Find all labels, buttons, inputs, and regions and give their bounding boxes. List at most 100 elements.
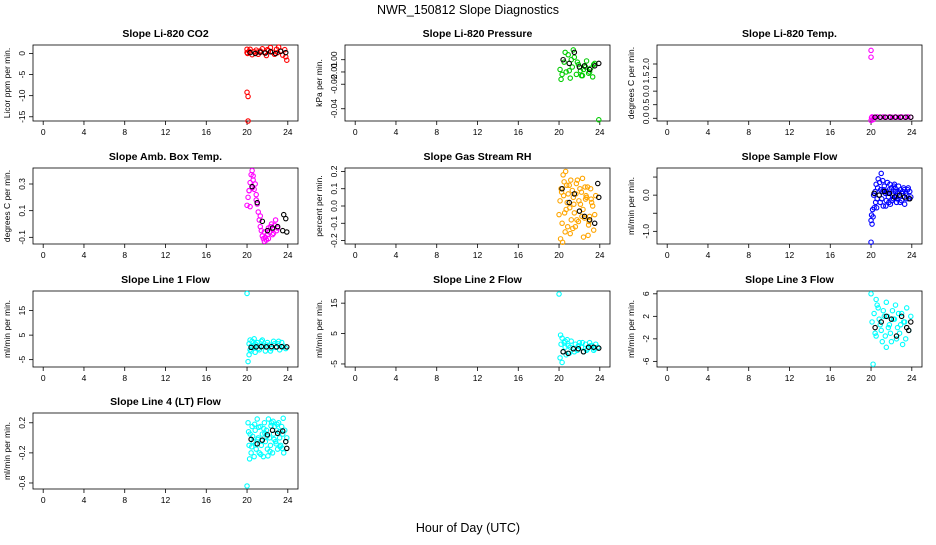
x-tick-label: 12 bbox=[785, 127, 795, 137]
data-point bbox=[873, 205, 880, 211]
x-tick-label: 24 bbox=[595, 127, 605, 137]
data-point bbox=[244, 202, 250, 209]
data-point bbox=[888, 338, 895, 345]
y-tick-label: 0.0 bbox=[329, 200, 339, 212]
data-point bbox=[586, 69, 593, 75]
series-reference bbox=[560, 49, 602, 73]
y-tick-label: 5 bbox=[329, 331, 339, 336]
data-point bbox=[590, 344, 597, 350]
data-point bbox=[588, 199, 595, 206]
data-point bbox=[250, 173, 256, 179]
x-tick-label: 8 bbox=[122, 373, 127, 383]
series-reference bbox=[247, 48, 289, 57]
y-tick-label: -2 bbox=[641, 335, 651, 343]
y-tick-label: -0.2 bbox=[329, 233, 339, 248]
data-point bbox=[245, 194, 251, 201]
data-point bbox=[268, 423, 274, 429]
data-point bbox=[258, 338, 265, 345]
data-point bbox=[571, 49, 578, 56]
data-point bbox=[903, 305, 910, 311]
data-point bbox=[887, 114, 894, 120]
data-point bbox=[557, 355, 563, 361]
data-point bbox=[565, 350, 571, 357]
data-point bbox=[908, 319, 914, 325]
data-point bbox=[277, 444, 283, 450]
data-point bbox=[897, 199, 903, 206]
data-point bbox=[557, 198, 563, 204]
data-point bbox=[262, 50, 269, 56]
y-tick-label: 0 bbox=[17, 51, 27, 56]
data-point bbox=[245, 93, 251, 100]
data-point bbox=[245, 420, 251, 426]
data-point bbox=[268, 420, 275, 426]
series-primary bbox=[556, 168, 599, 246]
data-point bbox=[591, 63, 598, 69]
x-tick-label: 20 bbox=[866, 373, 876, 383]
x-tick-label: 20 bbox=[242, 373, 252, 383]
data-point bbox=[252, 349, 258, 356]
panel-slope-line-3-flow: Slope Line 3 Flow ml/min per min. 0 4 8 12 16 2… bbox=[626, 274, 923, 383]
data-point bbox=[868, 117, 874, 124]
data-point bbox=[248, 444, 255, 450]
data-point bbox=[585, 222, 592, 228]
data-point bbox=[902, 114, 909, 120]
data-point bbox=[568, 338, 575, 344]
data-point bbox=[568, 217, 575, 223]
data-point bbox=[883, 313, 890, 320]
data-point bbox=[881, 183, 888, 189]
panel-grid: Slope Li-820 CO2 Licor ppm per min. 0 4 8 12 1… bbox=[2, 28, 923, 505]
y-tick-label: 0.0 bbox=[641, 112, 651, 124]
data-point bbox=[576, 339, 583, 346]
data-point bbox=[596, 345, 602, 351]
data-point bbox=[878, 327, 884, 334]
data-point bbox=[582, 184, 588, 190]
panel-slope-sample-flow: Slope Sample Flow ml/min per min. 0 4 8 12 16 2… bbox=[626, 151, 923, 260]
data-point bbox=[264, 432, 271, 438]
data-point bbox=[891, 194, 898, 200]
plot-frame bbox=[656, 167, 923, 245]
x-tick-label: 24 bbox=[283, 373, 293, 383]
data-point bbox=[889, 307, 896, 314]
data-point bbox=[893, 333, 900, 339]
data-point bbox=[557, 66, 563, 73]
data-point bbox=[273, 344, 280, 350]
data-point bbox=[873, 333, 879, 339]
data-point bbox=[247, 46, 253, 52]
data-point bbox=[561, 210, 568, 216]
x-tick-label: 24 bbox=[283, 127, 293, 137]
data-point bbox=[257, 49, 264, 55]
data-point bbox=[566, 60, 572, 67]
data-point bbox=[591, 211, 598, 218]
data-point bbox=[873, 296, 879, 303]
data-point bbox=[567, 230, 573, 237]
data-point bbox=[254, 199, 260, 206]
x-tick-label: 8 bbox=[122, 495, 127, 505]
data-point bbox=[583, 192, 589, 199]
x-tick-label: 4 bbox=[706, 373, 711, 383]
data-point bbox=[878, 170, 884, 177]
data-point bbox=[562, 338, 568, 344]
data-point bbox=[590, 227, 597, 233]
data-point bbox=[872, 330, 878, 336]
panel-slope-li-820-pressure: Slope Li-820 Pressure kPa per min. 0 4 8 12 16… bbox=[314, 28, 611, 137]
data-point bbox=[898, 310, 905, 317]
data-point bbox=[273, 441, 279, 447]
data-point bbox=[890, 316, 897, 322]
x-tick-label: 0 bbox=[41, 495, 46, 505]
data-point bbox=[272, 217, 279, 223]
data-point bbox=[887, 330, 894, 336]
data-point bbox=[895, 310, 902, 317]
data-point bbox=[596, 194, 602, 201]
x-tick-label: 16 bbox=[826, 127, 836, 137]
data-point bbox=[872, 199, 879, 206]
data-point bbox=[574, 217, 580, 223]
data-point bbox=[577, 185, 583, 192]
data-point bbox=[247, 203, 253, 210]
x-tick-label: 16 bbox=[202, 373, 212, 383]
x-tick-label: 8 bbox=[434, 250, 439, 260]
x-tick-label: 24 bbox=[595, 250, 605, 260]
data-point bbox=[880, 203, 887, 209]
x-tick-label: 12 bbox=[161, 127, 171, 137]
data-point bbox=[878, 319, 884, 325]
